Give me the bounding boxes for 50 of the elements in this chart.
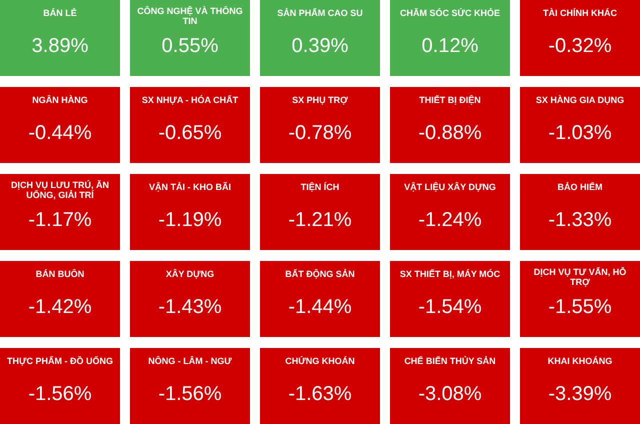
category-label: VẬN TẢI - KHO BÃI bbox=[149, 181, 231, 192]
category-label: SX NHỰA - HÓA CHẤT bbox=[142, 94, 239, 105]
category-label: BÁN BUÔN bbox=[36, 268, 84, 279]
category-label: THIẾT BỊ ĐIỆN bbox=[419, 94, 481, 105]
category-label: NGÂN HÀNG bbox=[32, 94, 88, 105]
category-label: SX PHỤ TRỢ bbox=[292, 95, 348, 105]
category-label: CHĂM SÓC SỨC KHỎE bbox=[400, 7, 500, 18]
data-label: -1.17% bbox=[28, 209, 92, 231]
category-label: SX HÀNG GIA DỤNG bbox=[536, 95, 624, 105]
category-label: CHỨNG KHOÁN bbox=[285, 356, 355, 366]
category-label: DỊCH VỤ LƯU TRÚ, ĂN UỐNG, GIẢI TRÍ bbox=[11, 180, 109, 200]
category-label: SẢN PHẨM CAO SU bbox=[277, 7, 363, 18]
category-label: BẢO HIỂM bbox=[558, 181, 602, 192]
data-label: -1.54% bbox=[418, 296, 482, 318]
data-label: -1.56% bbox=[158, 383, 222, 405]
data-label: -3.08% bbox=[418, 383, 482, 405]
data-label: -1.44% bbox=[288, 296, 352, 318]
data-label: -1.63% bbox=[288, 383, 352, 405]
category-label: THỰC PHẨM - ĐỒ UỐNG bbox=[7, 355, 113, 366]
data-label: 0.39% bbox=[292, 35, 349, 57]
category-label: BẤT ĐỘNG SẢN bbox=[285, 268, 355, 279]
category-label: CHẾ BIẾN THỦY SẢN bbox=[404, 355, 496, 366]
category-label: BÁN LẺ bbox=[43, 7, 77, 18]
data-label: -3.39% bbox=[548, 383, 612, 405]
category-label: KHAI KHOÁNG bbox=[548, 356, 612, 366]
category-label: XÂY DỰNG bbox=[166, 268, 214, 279]
data-label: -1.24% bbox=[418, 209, 482, 231]
data-label: -0.78% bbox=[288, 122, 352, 144]
category-label: DỊCH VỤ TƯ VẤN, HỖ TRỢ bbox=[534, 266, 626, 287]
data-label: -1.43% bbox=[158, 296, 222, 318]
category-label: TÀI CHÍNH KHÁC bbox=[543, 8, 618, 18]
data-label: -1.21% bbox=[288, 209, 352, 231]
data-label: -1.56% bbox=[28, 383, 92, 405]
data-label: -0.88% bbox=[418, 122, 482, 144]
data-label: 0.12% bbox=[422, 35, 479, 57]
data-label: 3.89% bbox=[32, 35, 89, 57]
data-label: -0.32% bbox=[548, 35, 612, 57]
data-label: -1.42% bbox=[28, 296, 92, 318]
category-label: TIỆN ÍCH bbox=[300, 181, 340, 192]
data-label: -1.33% bbox=[548, 209, 612, 231]
data-label: -0.44% bbox=[28, 122, 92, 144]
category-label: VẬT LIỆU XÂY DỰNG bbox=[404, 181, 496, 192]
data-label: 0.55% bbox=[162, 35, 219, 57]
data-label: -1.03% bbox=[548, 122, 612, 144]
data-label: -0.65% bbox=[158, 122, 222, 144]
category-label: SX THIẾT BỊ, MÁY MÓC bbox=[400, 268, 501, 279]
data-label: -1.19% bbox=[158, 209, 222, 231]
category-label: NÔNG - LÂM - NGƯ bbox=[148, 355, 232, 366]
data-label: -1.55% bbox=[548, 296, 612, 318]
category-label: CÔNG NGHỆ VÀ THÔNG TIN bbox=[137, 5, 243, 26]
